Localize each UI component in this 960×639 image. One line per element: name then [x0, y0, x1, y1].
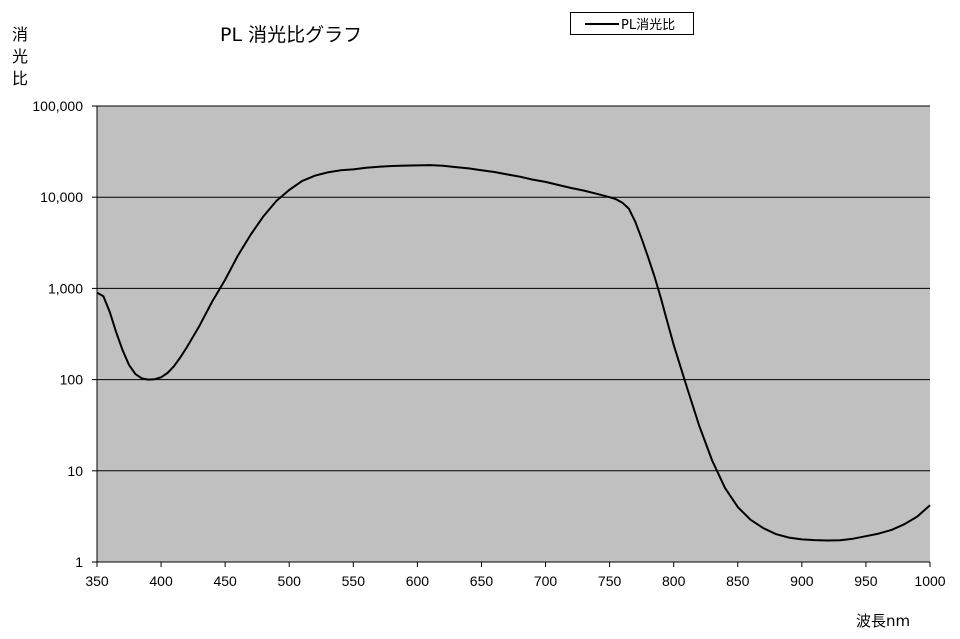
legend-line-swatch [585, 22, 619, 25]
y-tick-label: 100,000 [32, 98, 83, 114]
y-axis-label-char: 比 [11, 69, 28, 88]
y-tick-label: 10,000 [40, 189, 83, 205]
y-axis-label-char: 消 [11, 25, 28, 44]
x-tick-label: 650 [470, 573, 494, 589]
x-tick-label: 950 [854, 573, 878, 589]
y-tick-label: 100 [60, 372, 84, 388]
legend-label: PL消光比 [621, 18, 676, 33]
x-tick-label: 900 [790, 573, 814, 589]
x-tick-label: 800 [662, 573, 686, 589]
x-tick-label: 450 [213, 573, 237, 589]
x-tick-label: 500 [278, 573, 302, 589]
x-tick-label: 700 [534, 573, 558, 589]
y-tick-label: 1,000 [48, 280, 83, 296]
series-line [96, 164, 931, 542]
y-tick-label: 1 [75, 554, 83, 570]
y-tick-label: 10 [67, 463, 83, 479]
x-tick-label: 1000 [914, 573, 945, 589]
x-tick-label: 750 [598, 573, 622, 589]
x-tick-label: 350 [85, 573, 109, 589]
x-tick-label: 850 [726, 573, 750, 589]
y-axis-label-char: 光 [11, 47, 28, 66]
plot-area [97, 106, 930, 562]
y-axis-label: 消 光 比 [10, 24, 30, 90]
x-tick-label: 400 [149, 573, 173, 589]
chart-title: PL 消光比グラフ [220, 24, 363, 46]
x-tick-label: 550 [342, 573, 366, 589]
x-axis-label: 波長nm [856, 612, 911, 630]
x-tick-label: 600 [406, 573, 430, 589]
legend: PL消光比 [570, 12, 694, 35]
